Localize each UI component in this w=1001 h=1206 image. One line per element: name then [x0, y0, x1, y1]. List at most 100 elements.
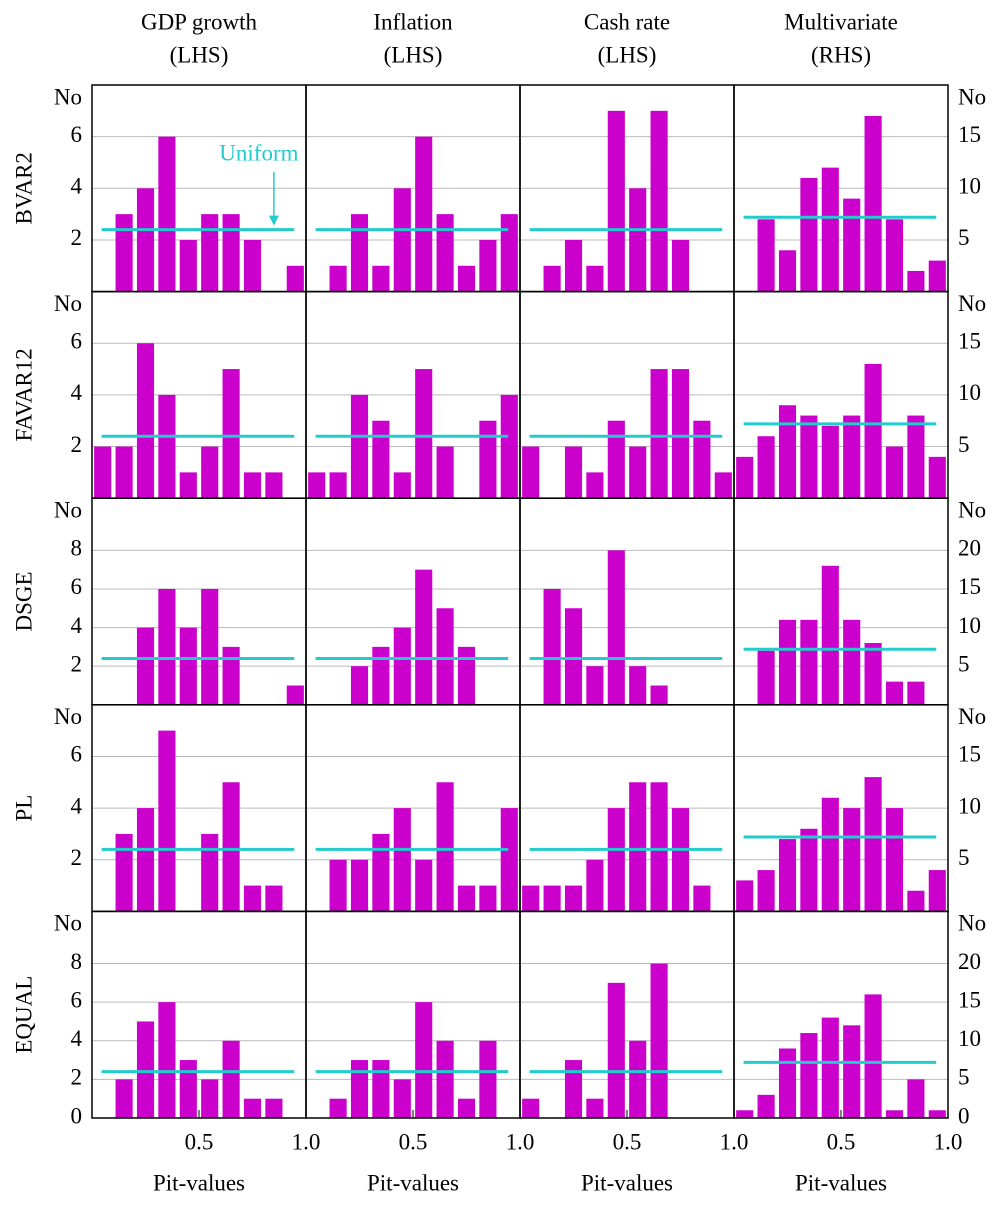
bar — [179, 239, 197, 292]
bar — [821, 167, 839, 292]
bar — [243, 885, 262, 912]
bar — [393, 808, 411, 912]
y-tick-label: 6 — [71, 987, 83, 1012]
bar — [607, 982, 625, 1118]
y-tick-label: 5 — [958, 432, 970, 457]
y-tick-label: 2 — [71, 1065, 83, 1090]
y-tick-label: 5 — [958, 651, 970, 676]
bar — [115, 833, 133, 912]
bar — [564, 1060, 583, 1118]
bar — [479, 239, 497, 292]
y-tick-label: 8 — [71, 949, 83, 974]
bar — [286, 265, 304, 292]
bar — [222, 782, 240, 912]
bar — [243, 1098, 262, 1118]
bar — [372, 646, 390, 705]
row-label: PL — [11, 795, 36, 822]
bar — [778, 405, 797, 499]
bar — [158, 394, 176, 499]
bar — [778, 250, 797, 292]
bar — [928, 870, 946, 912]
y-tick-label: 10 — [958, 1026, 981, 1051]
bar — [479, 885, 497, 912]
bar — [736, 1110, 754, 1118]
bar — [415, 369, 433, 499]
bar — [222, 369, 240, 499]
bar — [821, 565, 839, 705]
bar — [650, 685, 668, 705]
y-axis-label: No — [54, 291, 82, 316]
panel-frame — [305, 497, 521, 706]
x-tick-label: 1.0 — [506, 1129, 535, 1154]
bar — [650, 369, 668, 499]
bar — [500, 394, 518, 499]
bar — [372, 833, 390, 912]
bar — [522, 446, 540, 499]
bar — [415, 1002, 433, 1118]
bar — [543, 265, 561, 292]
bar — [778, 619, 797, 705]
bar — [928, 260, 946, 292]
y-axis-label: No — [54, 497, 82, 522]
y-axis-label: No — [958, 291, 986, 316]
bar — [564, 885, 583, 912]
column-subtitle: (LHS) — [598, 42, 657, 67]
bar — [522, 885, 540, 912]
y-tick-label: 2 — [71, 651, 83, 676]
y-axis-label: No — [958, 497, 986, 522]
y-tick-label: 20 — [958, 949, 981, 974]
bar — [629, 782, 647, 912]
column-title: Cash rate — [584, 9, 670, 34]
bar — [671, 239, 690, 292]
bar — [350, 666, 369, 705]
bar — [479, 420, 497, 499]
bar — [629, 666, 647, 705]
bar — [714, 472, 732, 499]
y-tick-label: 10 — [958, 174, 981, 199]
y-tick-label: 6 — [71, 574, 83, 599]
bar — [415, 569, 433, 705]
bar — [436, 214, 454, 292]
bar — [586, 265, 604, 292]
annotation: Uniform — [219, 141, 298, 166]
y-tick-label: 6 — [71, 742, 83, 767]
row-label: EQUAL — [11, 976, 36, 1054]
bar — [693, 420, 711, 499]
y-tick-label: 2 — [71, 432, 83, 457]
bar — [757, 650, 775, 705]
bar — [350, 214, 369, 292]
bar — [757, 1094, 775, 1118]
bar — [436, 782, 454, 912]
x-axis-label: Pit-values — [795, 1170, 887, 1195]
y-tick-label: 5 — [958, 225, 970, 250]
bar — [329, 265, 347, 292]
y-tick-label: 4 — [71, 174, 83, 199]
bar — [158, 588, 176, 705]
bar — [158, 136, 176, 292]
bar — [778, 839, 797, 912]
bar — [928, 1110, 946, 1118]
bar — [222, 214, 240, 292]
x-tick-label: 0.5 — [399, 1129, 428, 1154]
bar — [457, 265, 476, 292]
bar — [201, 1079, 219, 1118]
bar — [564, 608, 583, 705]
bar — [500, 808, 518, 912]
bar — [350, 859, 369, 912]
x-tick-label: 1.0 — [934, 1129, 963, 1154]
bar — [885, 808, 904, 912]
x-tick-label: 0.5 — [827, 1129, 856, 1154]
bar — [757, 870, 775, 912]
bar — [115, 1079, 133, 1118]
bar — [329, 472, 347, 499]
bar — [843, 619, 861, 705]
bar — [179, 1060, 197, 1118]
y-tick-label: 10 — [958, 793, 981, 818]
bar — [907, 1079, 925, 1118]
bar — [564, 446, 583, 499]
bar — [201, 833, 219, 912]
y-tick-label: 5 — [958, 845, 970, 870]
bar — [500, 214, 518, 292]
bar — [201, 214, 219, 292]
